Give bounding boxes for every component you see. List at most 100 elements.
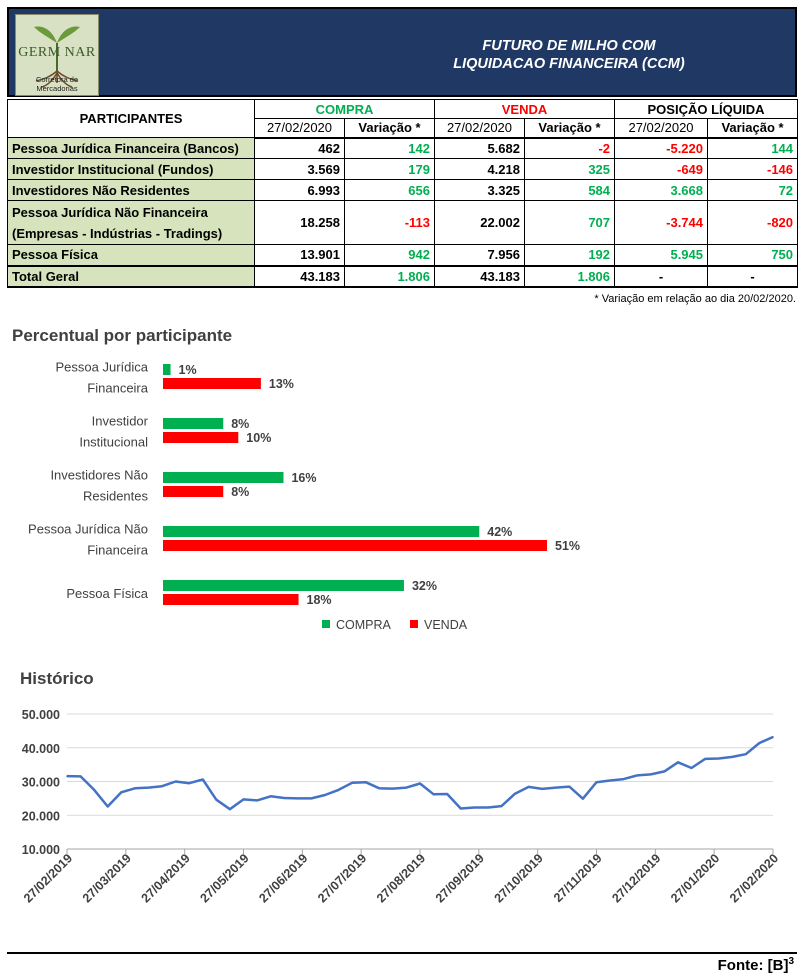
- total-compra-variation: 1.806: [344, 265, 435, 288]
- compra-value: 18.258: [254, 200, 345, 245]
- bar-value-label: 42%: [487, 525, 512, 539]
- history-data-point: [595, 781, 598, 783]
- venda-variation: -2: [523, 137, 616, 159]
- participant-name: Pessoa Física: [7, 244, 255, 267]
- posicao-variation: -146: [707, 158, 799, 180]
- bar-value-label: 10%: [246, 431, 271, 445]
- history-data-point: [663, 770, 666, 773]
- posicao-date-header: 27/02/2020: [614, 118, 709, 139]
- category-label: Financeira: [87, 543, 148, 558]
- history-data-point: [758, 742, 761, 744]
- x-tick-label: 27/08/2019: [374, 851, 428, 905]
- x-tick-label: 27/06/2019: [256, 851, 310, 905]
- participant-name: Investidor Institucional (Fundos): [7, 158, 255, 180]
- venda-date-header: 27/02/2020: [434, 118, 525, 139]
- history-data-point: [514, 792, 516, 795]
- history-data-point: [310, 797, 313, 800]
- posicao-variation: -820: [707, 200, 799, 245]
- history-data-point: [459, 807, 462, 810]
- history-data-point: [704, 758, 706, 760]
- bar-value-label: 8%: [231, 485, 249, 499]
- y-tick-label: 40.000: [22, 742, 60, 756]
- posicao-value: -3.744: [614, 200, 709, 245]
- x-tick-label: 27/02/2020: [727, 851, 781, 905]
- bar-venda: [163, 486, 224, 497]
- compra-value: 6.993: [254, 179, 345, 201]
- history-data-point: [500, 805, 503, 807]
- bar-compra: [163, 526, 480, 537]
- category-label: Investidores Não: [50, 468, 148, 483]
- bar-value-label: 51%: [555, 539, 580, 553]
- participant-name-line2: (Empresas - Indústrias - Tradings): [12, 225, 223, 241]
- table-row: Investidor Institucional (Fundos) 3.569 …: [7, 158, 799, 180]
- history-data-point: [66, 775, 68, 777]
- bar-compra: [163, 418, 224, 429]
- history-data-point: [650, 773, 652, 776]
- venda-value: 4.218: [434, 158, 525, 180]
- table-row: Pessoa Jurídica Financeira (Bancos) 462 …: [7, 137, 799, 159]
- venda-value: 22.002: [434, 200, 525, 245]
- bar-compra: [163, 472, 284, 483]
- venda-value: 3.325: [434, 179, 525, 201]
- total-venda-variation: 1.806: [523, 265, 616, 288]
- source-superscript: 3: [788, 956, 794, 967]
- venda-variation: 192: [523, 244, 616, 267]
- total-venda: 43.183: [434, 265, 525, 288]
- participant-name: Pessoa Jurídica Financeira (Bancos): [7, 137, 255, 159]
- history-data-point: [636, 774, 639, 777]
- logo-wordmark: GERM NAR: [18, 45, 96, 60]
- history-data-point: [79, 775, 82, 778]
- history-data-point: [378, 787, 381, 790]
- posicao-value: -5.220: [614, 137, 709, 159]
- history-data-point: [93, 789, 95, 791]
- history-data-point: [161, 785, 163, 788]
- history-data-point: [337, 789, 340, 791]
- x-tick-label: 27/02/2019: [21, 851, 75, 905]
- history-data-point: [324, 794, 326, 796]
- participants-header: PARTICIPANTES: [7, 99, 255, 138]
- history-data-point: [446, 793, 448, 795]
- category-label: Institucional: [79, 435, 148, 450]
- history-data-point: [487, 806, 489, 809]
- participant-name: Investidores Não Residentes: [7, 179, 255, 201]
- posicao-variation: 144: [707, 137, 799, 159]
- bar-value-label: 13%: [269, 377, 294, 391]
- compra-value: 13.901: [254, 244, 345, 267]
- source-label: Fonte: [B]: [717, 957, 789, 974]
- venda-variation: 584: [523, 179, 616, 201]
- history-data-point: [256, 799, 258, 802]
- bar-venda: [163, 540, 548, 551]
- x-tick-label: 27/03/2019: [80, 851, 134, 905]
- total-posicao: -: [614, 265, 709, 288]
- y-tick-label: 20.000: [22, 809, 60, 823]
- bar-compra: [163, 364, 171, 375]
- participants-table: PARTICIPANTES COMPRA VENDA POSIÇÃO LÍQUI…: [7, 99, 799, 288]
- posicao-variation: 750: [707, 244, 799, 267]
- history-data-point: [541, 788, 543, 790]
- compra-header: COMPRA: [254, 99, 435, 119]
- total-posicao-variation: -: [707, 265, 799, 288]
- history-line-chart: 50.000 40.000 30.000 20.000 10.00027/02/2019…: [21, 708, 781, 905]
- x-tick-label: 27/12/2019: [609, 851, 663, 905]
- history-data-point: [269, 795, 272, 798]
- sprout-logo-icon: [34, 26, 80, 88]
- table-row: Pessoa Física 13.901 942 7.956 192 5.945…: [7, 244, 799, 267]
- history-data-point: [106, 805, 109, 808]
- posicao-value: 3.668: [614, 179, 709, 201]
- history-data-point: [215, 798, 218, 801]
- y-tick-label: 10.000: [22, 843, 60, 857]
- report-title-line2: LIQUIDACAO FINANCEIRA (CCM): [453, 56, 685, 72]
- history-data-point: [527, 786, 530, 788]
- y-tick-label: 50.000: [22, 708, 60, 722]
- category-label: Pessoa Jurídica Não: [28, 522, 148, 537]
- participant-name-line1: Pessoa Jurídica Não Financeira: [12, 204, 208, 220]
- history-data-point: [772, 736, 774, 738]
- history-data-point: [364, 781, 367, 783]
- x-tick-label: 27/11/2019: [551, 851, 605, 905]
- x-tick-label: 27/09/2019: [433, 851, 487, 905]
- history-data-point: [745, 753, 747, 755]
- total-label: Total Geral: [7, 265, 255, 288]
- history-data-point: [297, 797, 299, 800]
- logo-subtitle: Corretora de Mercadorias: [35, 75, 79, 93]
- history-data-point: [731, 756, 734, 758]
